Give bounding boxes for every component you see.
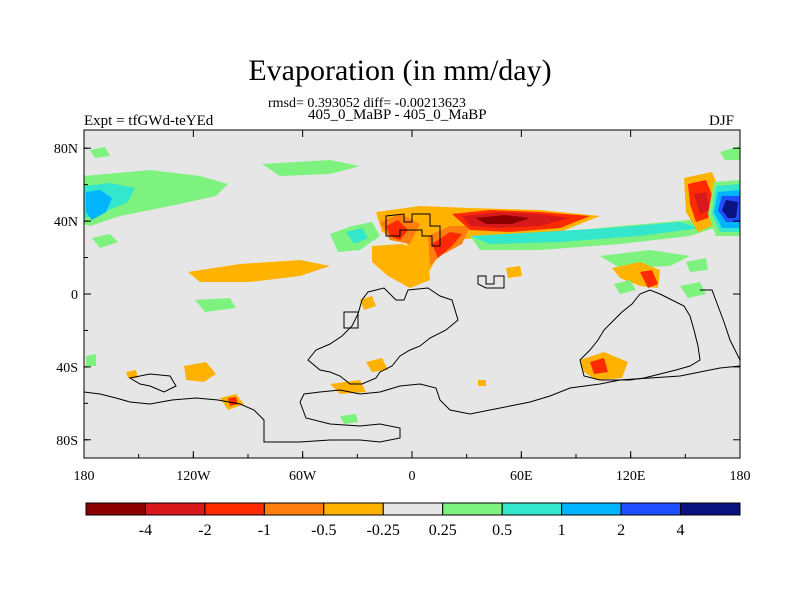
colorbar-label: 1 xyxy=(558,522,566,539)
x-tick-label: 120E xyxy=(616,469,646,484)
colorbar-label: 2 xyxy=(617,522,625,539)
colorbar-swatch xyxy=(263,502,325,516)
colorbar-label: -0.25 xyxy=(367,522,400,539)
colorbar-swatch xyxy=(323,502,384,516)
x-tick-label: 120W xyxy=(176,469,211,484)
anomaly-region xyxy=(195,298,236,312)
colorbar-label: -2 xyxy=(198,522,211,539)
x-tick-label: 0 xyxy=(409,469,416,484)
anomaly-region xyxy=(722,200,738,218)
y-tick-label: 40N xyxy=(54,215,78,230)
anomaly-region xyxy=(366,358,388,372)
colorbar-label: 4 xyxy=(677,522,685,539)
colorbar-swatch xyxy=(204,502,265,516)
anomaly-region xyxy=(478,380,486,386)
y-tick-label: 80N xyxy=(54,142,78,157)
anomaly-region xyxy=(228,397,238,406)
anomaly-region xyxy=(86,190,112,220)
colorbar-label: -0.5 xyxy=(311,522,336,539)
x-tick-label: 60W xyxy=(289,469,317,484)
continent-coastline xyxy=(700,289,740,361)
anomaly-region xyxy=(694,192,710,214)
x-axis-ticks: 180 120W 60W 0 60E 120E 180 xyxy=(74,130,751,484)
anomaly-region xyxy=(262,160,360,176)
anomaly-region xyxy=(346,228,368,244)
anomaly-region xyxy=(126,370,138,378)
anomaly-contours xyxy=(84,146,740,424)
anomaly-region xyxy=(188,260,330,282)
colorbar-swatch xyxy=(442,502,503,516)
colorbar-swatch xyxy=(620,502,682,516)
anomaly-region xyxy=(590,358,608,374)
colorbar-swatch xyxy=(382,502,444,516)
africa-coastline xyxy=(385,213,441,247)
anomaly-region xyxy=(470,222,700,244)
colorbar-swatch xyxy=(144,502,206,516)
colorbar-swatch xyxy=(561,502,622,516)
colorbar-swatch xyxy=(680,502,741,516)
colorbar-label: -4 xyxy=(139,522,152,539)
x-tick-label: 180 xyxy=(74,469,95,484)
anomaly-region xyxy=(184,362,216,382)
anomaly-region xyxy=(360,296,376,310)
colorbar-swatch xyxy=(501,502,563,516)
chart-title: Evaporation (in mm/day) xyxy=(248,54,552,87)
antarctica-coastline xyxy=(84,365,740,443)
continent-coastline xyxy=(128,373,177,393)
anomaly-region xyxy=(86,354,96,366)
asia-coastline xyxy=(579,289,701,381)
anomaly-region xyxy=(84,170,228,226)
experiment-label: Expt = tfGWd-teYEd xyxy=(84,113,214,129)
anomaly-region xyxy=(680,282,706,298)
anomaly-region xyxy=(92,234,118,248)
colorbar-label: 0.5 xyxy=(492,522,512,539)
x-tick-label: 180 xyxy=(730,469,751,484)
y-tick-label: 0 xyxy=(71,288,78,303)
x-tick-label: 60E xyxy=(510,469,533,484)
anomaly-region xyxy=(386,220,408,240)
rmsd-diff-stats: rmsd= 0.393052 diff= -0.00213623 xyxy=(268,96,466,111)
anomaly-region xyxy=(614,280,636,294)
y-tick-label: 80S xyxy=(56,434,78,449)
anomaly-region xyxy=(506,266,522,278)
colorbar: -4 -2 -1 -0.5 -0.25 0.25 0.5 1 2 4 xyxy=(85,502,741,539)
continent-coastline xyxy=(343,311,359,329)
colorbar-swatch xyxy=(85,502,146,516)
anomaly-region xyxy=(640,270,658,288)
anomaly-region xyxy=(90,147,110,158)
anomaly-region xyxy=(476,215,530,224)
anomaly-region xyxy=(720,146,740,160)
south-america-coastline xyxy=(307,287,459,385)
continent-coastline xyxy=(477,275,505,289)
colorbar-label: -1 xyxy=(258,522,271,539)
colorbar-label: 0.25 xyxy=(429,522,457,539)
y-tick-label: 40S xyxy=(56,361,78,376)
anomaly-region xyxy=(600,250,690,268)
anomaly-region xyxy=(686,258,708,272)
case-comparison-label: 405_0_MaBP - 405_0_MaBP xyxy=(308,107,487,123)
season-label: DJF xyxy=(709,113,735,129)
anomaly-region xyxy=(340,414,358,424)
continent-outlines xyxy=(84,213,740,443)
y-axis-ticks: 80N 40N 0 40S 80S xyxy=(54,142,740,449)
anomaly-region xyxy=(432,232,462,258)
